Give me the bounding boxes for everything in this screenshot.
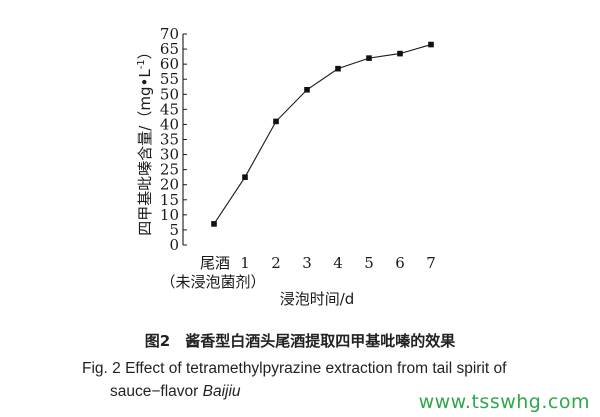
x-tick-label: 尾酒	[200, 254, 230, 272]
x-tick-label: 1	[240, 254, 250, 272]
x-tick-label: 7	[426, 254, 436, 272]
data-point	[273, 118, 279, 125]
series-line	[213, 44, 432, 225]
watermark: www.tsswhg.com	[418, 391, 590, 413]
caption-italic-baijiu: Baijiu	[202, 383, 241, 400]
data-point	[304, 86, 310, 93]
y-tick-label: 70	[160, 25, 179, 43]
caption-english-line2: sauce−flavor Baijiu	[110, 383, 241, 400]
data-point	[242, 174, 248, 180]
y-tick-label: 5	[169, 221, 179, 239]
y-tick-label: 10	[160, 206, 179, 224]
data-point	[397, 50, 403, 57]
x-tick-label: 6	[395, 254, 405, 272]
x-first-category-note: （未浸泡菌剂）	[160, 273, 265, 291]
data-point	[428, 41, 434, 48]
y-tick-label: 60	[160, 55, 179, 73]
y-axis-label-superscript: -1	[136, 59, 147, 69]
figure-caption-chinese: 图2 酱香型白酒头尾酒提取四甲基吡嗪的效果	[144, 332, 456, 350]
y-tick-label: 35	[160, 131, 179, 149]
figure-caption-english: Fig. 2 Effect of tetramethylpyrazine ext…	[82, 357, 552, 403]
x-axis-label: 浸泡时间/d	[280, 290, 355, 308]
y-tick-label: 45	[160, 100, 179, 118]
data-point	[211, 221, 217, 227]
y-tick-label: 30	[160, 146, 179, 164]
y-tick-label: 20	[160, 176, 179, 194]
y-tick-label: 25	[160, 161, 179, 179]
y-tick-label: 15	[160, 191, 179, 209]
y-axis-label: 四甲基吡嗪含量/（mg•L-1）	[136, 44, 154, 235]
data-point	[366, 55, 372, 61]
data-points	[211, 41, 434, 227]
y-tick-label: 65	[160, 40, 179, 58]
x-tick-label: 4	[333, 254, 343, 272]
caption-english-line1: Fig. 2 Effect of tetramethylpyrazine ext…	[82, 360, 507, 377]
x-tick-label: 3	[302, 254, 312, 272]
x-ticks: 尾酒 1 2 3 4 5 6 7	[200, 254, 436, 272]
y-tick-label: 40	[160, 115, 179, 133]
x-tick-label: 5	[364, 254, 374, 272]
data-point	[335, 65, 341, 72]
x-tick-label: 2	[271, 254, 281, 272]
y-tick-label: 0	[169, 236, 179, 254]
y-tick-label: 50	[160, 85, 179, 103]
y-tick-label: 55	[160, 70, 179, 88]
